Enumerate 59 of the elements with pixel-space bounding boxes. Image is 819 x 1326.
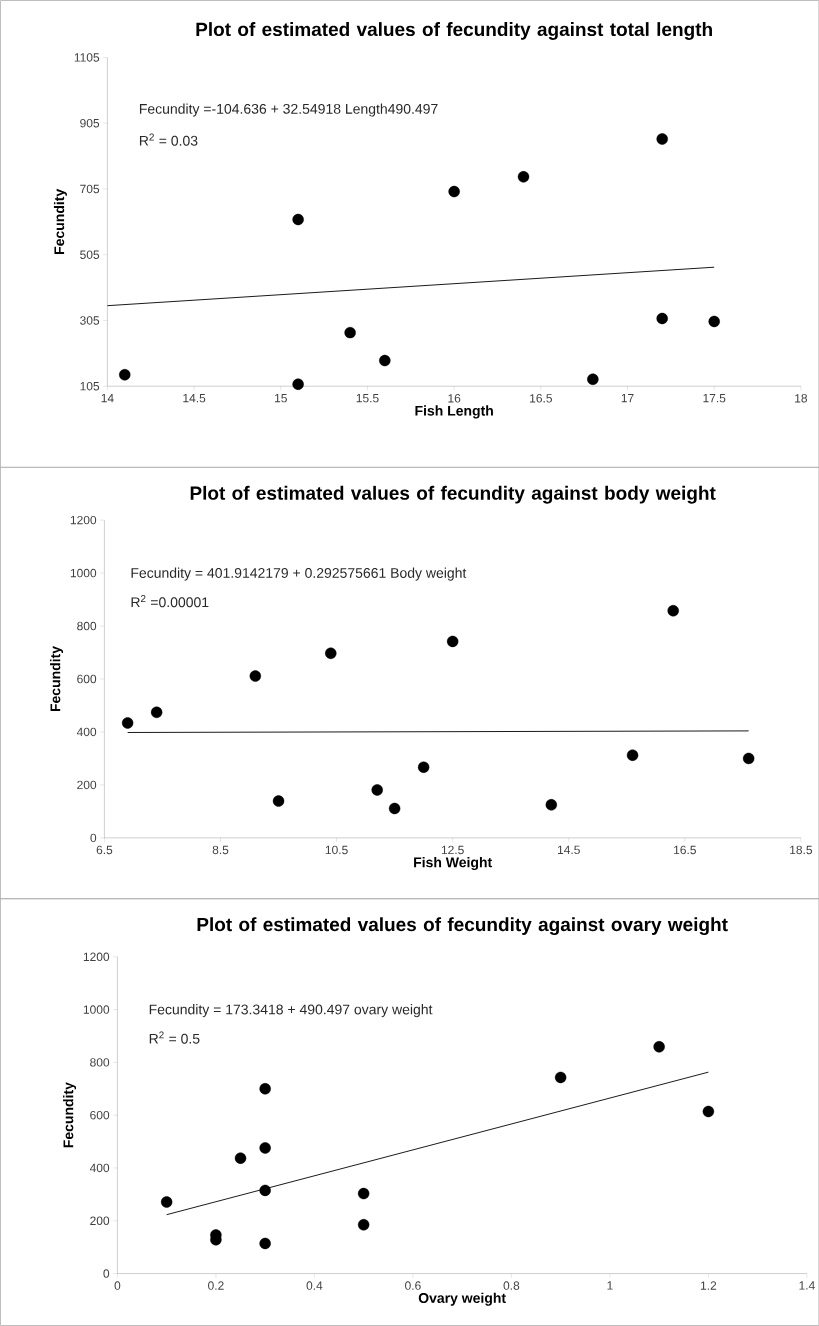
y-tick-label: 800: [89, 1058, 109, 1067]
chart-title: Plot of estimated values of fecundity against ovary weight: [197, 917, 728, 936]
x-tick-label: 17: [621, 394, 634, 403]
y-tick-label: 505: [79, 250, 99, 259]
x-tick-label: 1.4: [799, 1281, 815, 1290]
x-tick-label: 16.5: [673, 845, 696, 855]
chart-title: Plot of estimated values of fecundity against body weight: [190, 485, 716, 504]
x-tick-label: 17.5: [703, 394, 726, 403]
x-tick-label: 1.2: [700, 1281, 716, 1290]
y-tick-label: 0: [90, 833, 96, 843]
y-tick-label: 905: [79, 118, 99, 128]
x-tick-label: 0.6: [404, 1281, 421, 1290]
x-tick-label: 15: [274, 394, 287, 403]
x-tick-label: 12.5: [441, 845, 464, 855]
chart-title: Plot of estimated values of fecundity against total length: [196, 22, 712, 40]
x-axis-title: Ovary weight: [418, 1292, 506, 1306]
y-tick-label: 705: [80, 184, 99, 194]
x-tick-label: 18: [794, 394, 807, 403]
y-tick-label: 400: [76, 727, 96, 737]
x-tick-label: 10.5: [325, 845, 348, 855]
y-tick-label: 1105: [74, 53, 99, 62]
x-tick-label: 16.5: [529, 394, 552, 403]
y-tick-label: 400: [89, 1163, 109, 1173]
y-tick-label: 1200: [83, 952, 109, 962]
x-tick-label: 14: [101, 394, 114, 403]
x-tick-label: 0: [114, 1281, 121, 1290]
y-axis-title: Fecundity: [49, 646, 63, 712]
x-tick-label: 18.5: [789, 845, 812, 855]
annotation: R$^{2}$ = 0.03: [139, 133, 198, 146]
y-tick-label: 200: [77, 780, 96, 790]
annotation: Fecundity =-104.636 + 32.54918 Length490.497: [139, 103, 438, 117]
y-tick-label: 200: [90, 1216, 109, 1225]
annotation: R$^{2}$ = 0.5: [149, 1031, 200, 1044]
x-tick-label: 0.8: [503, 1281, 520, 1290]
x-tick-label: 0.4: [306, 1281, 323, 1290]
x-tick-label: 14.5: [557, 845, 580, 855]
x-axis-title: Fish Length: [415, 405, 493, 419]
y-tick-label: 105: [80, 381, 99, 391]
x-tick-label: 6.5: [96, 845, 113, 855]
annotation: R$^{2}$ =0.00001: [131, 595, 209, 608]
x-tick-label: 0.2: [207, 1281, 224, 1290]
x-tick-label: 14.5: [183, 394, 206, 403]
y-tick-label: 1000: [83, 1005, 109, 1014]
annotation: Fecundity = 173.3418 + 490.497 ovary weight: [149, 1004, 433, 1018]
x-axis-title: Fish Weight: [413, 857, 492, 871]
y-tick-label: 1000: [70, 568, 96, 578]
x-tick-label: 1: [607, 1281, 613, 1290]
y-axis-title: Fecundity: [62, 1082, 76, 1148]
y-tick-label: 800: [76, 621, 96, 631]
y-tick-label: 600: [90, 1110, 109, 1120]
x-tick-label: 8.5: [212, 845, 229, 855]
y-axis-title: Fecundity: [53, 188, 67, 254]
y-tick-label: 0: [103, 1269, 109, 1278]
y-tick-label: 305: [79, 316, 99, 325]
y-tick-label: 600: [77, 674, 96, 684]
x-tick-label: 15.5: [356, 394, 379, 403]
x-tick-label: 16: [448, 394, 461, 403]
annotation: Fecundity = 401.9142179 + 0.292575661 Body weight: [131, 567, 467, 581]
y-tick-label: 1200: [70, 515, 96, 525]
